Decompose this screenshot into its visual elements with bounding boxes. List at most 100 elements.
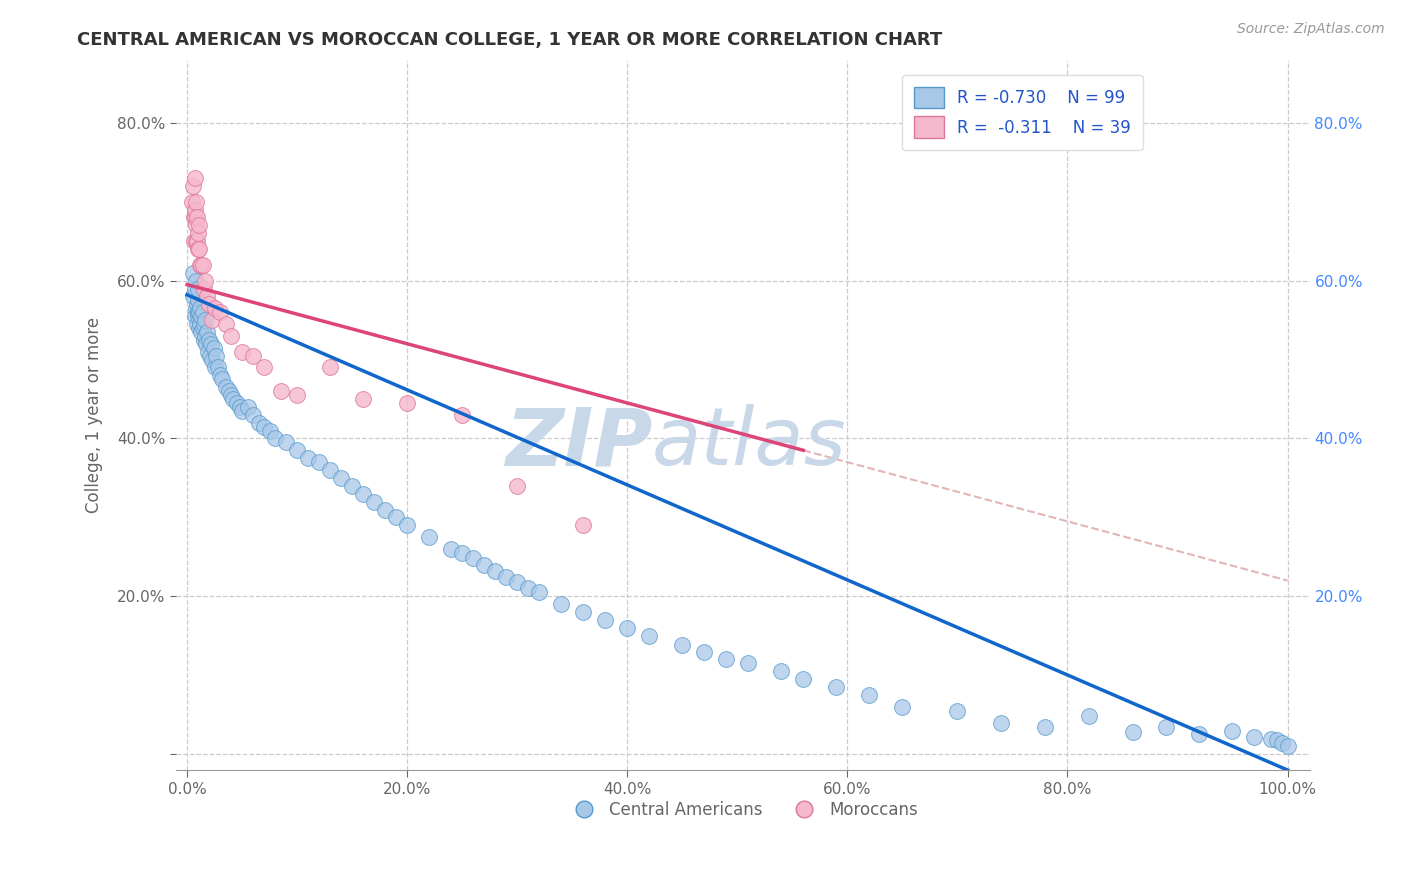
Point <box>285 443 308 458</box>
Point <box>195 289 218 303</box>
Point <box>472 558 495 572</box>
Point <box>187 305 209 319</box>
Point <box>385 510 408 524</box>
Point <box>716 652 738 666</box>
Point <box>825 680 848 694</box>
Point <box>319 463 342 477</box>
Point <box>671 638 693 652</box>
Point <box>231 344 253 359</box>
Point <box>222 392 245 406</box>
Point <box>340 479 363 493</box>
Point <box>201 352 224 367</box>
Point <box>184 219 207 233</box>
Point <box>193 317 215 331</box>
Point <box>211 372 233 386</box>
Text: atlas: atlas <box>652 404 846 483</box>
Point <box>191 258 214 272</box>
Point <box>440 541 463 556</box>
Point <box>193 333 215 347</box>
Point <box>891 699 914 714</box>
Point <box>219 388 242 402</box>
Point <box>184 234 207 248</box>
Point <box>191 305 214 319</box>
Point <box>194 336 217 351</box>
Text: Source: ZipAtlas.com: Source: ZipAtlas.com <box>1237 22 1385 37</box>
Point <box>194 274 217 288</box>
Point <box>188 242 211 256</box>
Point <box>214 380 236 394</box>
Point <box>188 317 211 331</box>
Point <box>181 266 204 280</box>
Point <box>319 360 342 375</box>
Point <box>363 494 385 508</box>
Point <box>484 564 506 578</box>
Point <box>638 629 661 643</box>
Legend: Central Americans, Moroccans: Central Americans, Moroccans <box>561 794 925 826</box>
Point <box>187 226 209 240</box>
Point <box>214 317 236 331</box>
Point <box>225 396 247 410</box>
Point <box>1156 720 1178 734</box>
Point <box>184 281 207 295</box>
Point <box>204 301 226 316</box>
Point <box>195 325 218 339</box>
Point <box>264 432 287 446</box>
Point <box>396 518 419 533</box>
Point <box>858 688 880 702</box>
Point <box>593 613 616 627</box>
Point <box>186 234 208 248</box>
Point <box>183 211 205 225</box>
Point <box>550 597 572 611</box>
Point <box>187 281 209 295</box>
Point <box>1265 733 1288 747</box>
Point <box>259 424 281 438</box>
Point <box>1122 725 1144 739</box>
Point <box>308 455 330 469</box>
Point <box>495 569 517 583</box>
Point <box>737 657 759 671</box>
Point <box>792 672 814 686</box>
Point <box>209 368 232 383</box>
Point <box>1277 739 1299 754</box>
Point <box>529 585 551 599</box>
Point <box>181 289 204 303</box>
Point <box>190 309 212 323</box>
Point <box>184 194 207 209</box>
Point <box>229 400 252 414</box>
Point <box>451 408 474 422</box>
Point <box>219 329 242 343</box>
Point <box>186 211 208 225</box>
Point <box>242 349 264 363</box>
Point <box>188 321 211 335</box>
Point <box>1035 720 1057 734</box>
Point <box>276 435 298 450</box>
Point <box>693 644 716 658</box>
Point <box>187 293 209 308</box>
Point <box>187 242 209 256</box>
Point <box>191 321 214 335</box>
Point <box>200 336 222 351</box>
Point <box>253 360 276 375</box>
Point <box>236 400 259 414</box>
Point <box>181 178 204 193</box>
Point <box>184 309 207 323</box>
Point <box>190 325 212 339</box>
Point <box>188 301 211 316</box>
Point <box>184 171 207 186</box>
Point <box>352 487 374 501</box>
Point <box>188 219 211 233</box>
Point <box>270 384 292 398</box>
Point <box>285 388 308 402</box>
Text: CENTRAL AMERICAN VS MOROCCAN COLLEGE, 1 YEAR OR MORE CORRELATION CHART: CENTRAL AMERICAN VS MOROCCAN COLLEGE, 1 … <box>77 31 942 49</box>
Point <box>990 715 1012 730</box>
Point <box>1271 736 1294 750</box>
Point <box>1078 709 1101 723</box>
Point <box>204 360 226 375</box>
Point <box>506 479 529 493</box>
Point <box>190 258 212 272</box>
Point <box>184 211 207 225</box>
Point <box>207 360 229 375</box>
Point <box>1188 727 1211 741</box>
Point <box>517 582 540 596</box>
Point <box>247 416 270 430</box>
